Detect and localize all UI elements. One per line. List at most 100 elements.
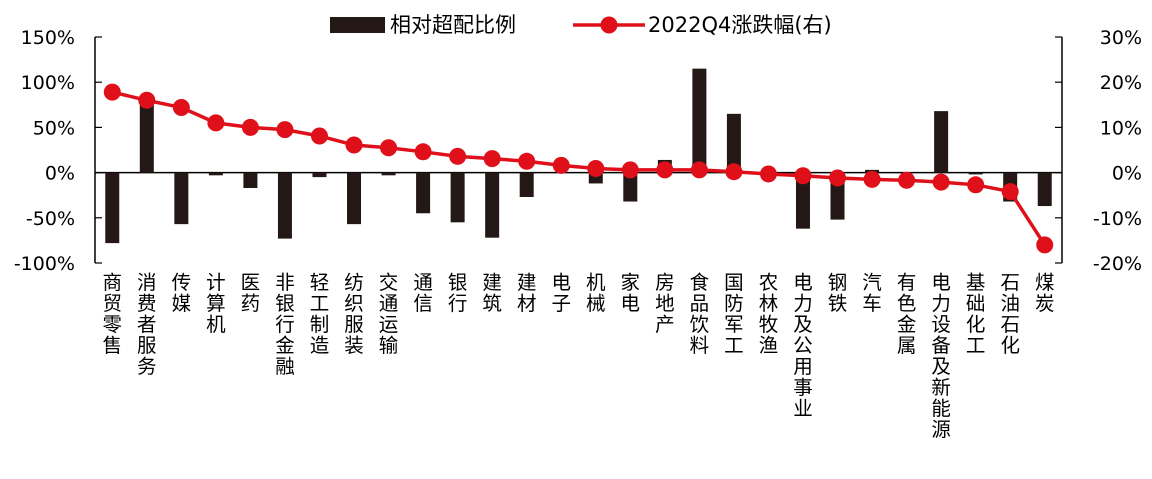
line-point-消费者服务 xyxy=(138,91,156,109)
bar-食品饮料 xyxy=(692,68,707,173)
x-tick-label: 钢铁 xyxy=(828,271,848,315)
x-tick-label: 电子 xyxy=(551,271,571,315)
x-tick-label: 煤炭 xyxy=(1035,271,1055,315)
line-point-钢铁 xyxy=(829,169,847,187)
line-point-电力及公用事业 xyxy=(794,167,812,185)
x-tick-label: 机械 xyxy=(586,271,606,315)
line-point-商贸零售 xyxy=(103,83,121,101)
line-series xyxy=(103,83,1054,254)
line-point-轻工制造 xyxy=(310,127,328,145)
x-tick-label: 石油石化 xyxy=(1000,271,1020,357)
legend: 相对超配比例 2022Q4涨跌幅(右) xyxy=(330,13,832,37)
x-tick-label: 家电 xyxy=(621,271,641,315)
x-tick-label: 汽车 xyxy=(862,271,882,315)
x-tick-label: 有色金属 xyxy=(897,271,917,357)
y-left-tick-label: 50% xyxy=(33,117,75,139)
bar-煤炭 xyxy=(1037,172,1052,207)
line-point-电力设备及新能源 xyxy=(932,173,950,191)
bar-建筑 xyxy=(485,172,500,238)
line-point-传媒 xyxy=(172,99,190,117)
legend-bar-label: 相对超配比例 xyxy=(390,13,516,37)
x-tick-label: 商贸零售 xyxy=(103,271,123,357)
line-point-建材 xyxy=(518,152,536,170)
x-tick-label: 轻工制造 xyxy=(310,271,330,357)
y-right-tick-label: 30% xyxy=(1100,27,1142,49)
x-tick-label: 非银行金融 xyxy=(275,271,295,378)
y-left-tick-label: 0% xyxy=(45,163,75,185)
bar-轻工制造 xyxy=(312,172,327,178)
y-right-tick-label: 0% xyxy=(1112,163,1142,185)
line-point-有色金属 xyxy=(898,171,916,189)
line-path xyxy=(111,90,1047,246)
y-right-tick-label: 20% xyxy=(1100,72,1142,94)
line-point-通信 xyxy=(414,143,432,161)
bar-基础化工 xyxy=(968,172,983,175)
line-point-基础化工 xyxy=(967,176,985,194)
bar-机械 xyxy=(588,172,603,184)
line-point-计算机 xyxy=(207,114,225,132)
line-point-机械 xyxy=(587,160,605,178)
y-right-tick-label: -20% xyxy=(1093,253,1142,275)
x-tick-label: 银行 xyxy=(448,271,468,315)
axes: -100% -50% 0% 50% 100% 150% -20% -10% 0% 10% 20% 30… xyxy=(14,27,1142,275)
line-point-非银行金融 xyxy=(276,121,294,139)
x-tick-label: 电力及公用事业 xyxy=(793,271,813,420)
line-point-食品饮料 xyxy=(690,161,708,179)
line-point-医药 xyxy=(241,118,259,136)
line-point-煤炭 xyxy=(1036,236,1054,254)
line-point-家电 xyxy=(621,161,639,179)
x-tick-label: 国防军工 xyxy=(724,271,744,357)
bar-series xyxy=(105,68,1052,244)
bar-国防军工 xyxy=(726,113,741,173)
y-left-tick-label: -100% xyxy=(14,253,75,275)
x-tick-label: 交通运输 xyxy=(379,271,399,357)
bar-建材 xyxy=(519,172,534,198)
legend-line-marker xyxy=(600,16,618,34)
x-tick-label: 建筑 xyxy=(482,271,502,315)
line-point-交通运输 xyxy=(380,139,398,157)
y-left-tick-label: -50% xyxy=(26,208,75,230)
x-tick-label: 通信 xyxy=(413,271,433,315)
x-tick-label: 医药 xyxy=(241,271,261,315)
bar-消费者服务 xyxy=(139,100,154,173)
x-axis-labels: 商贸零售消费者服务传媒计算机医药非银行金融轻工制造纺织服装交通运输通信银行建筑建… xyxy=(103,271,1055,441)
bar-非银行金融 xyxy=(277,172,292,239)
line-point-农林牧渔 xyxy=(759,165,777,183)
y-right-tick-label: 10% xyxy=(1100,117,1142,139)
line-point-石油石化 xyxy=(1001,183,1019,201)
bar-家电 xyxy=(623,172,638,202)
legend-line-label: 2022Q4涨跌幅(右) xyxy=(648,13,832,37)
x-tick-label: 基础化工 xyxy=(966,271,986,357)
bar-交通运输 xyxy=(381,172,396,176)
bar-电力设备及新能源 xyxy=(934,111,949,173)
y-left-tick-label: 150% xyxy=(21,27,75,49)
line-point-电子 xyxy=(552,156,570,174)
bar-电力及公用事业 xyxy=(795,172,810,229)
bar-医药 xyxy=(243,172,258,188)
x-tick-label: 食品饮料 xyxy=(690,271,710,357)
y-right-tick-label: -10% xyxy=(1093,208,1142,230)
x-tick-label: 传媒 xyxy=(172,271,192,315)
x-tick-label: 电力设备及新能源 xyxy=(931,271,951,441)
x-tick-label: 计算机 xyxy=(206,271,226,336)
x-tick-label: 消费者服务 xyxy=(137,271,157,378)
line-point-建筑 xyxy=(483,150,501,168)
line-point-房地产 xyxy=(656,161,674,179)
x-tick-label: 纺织服装 xyxy=(344,271,364,357)
bar-计算机 xyxy=(208,172,223,176)
x-tick-label: 房地产 xyxy=(655,271,675,336)
line-point-银行 xyxy=(449,147,467,165)
bar-纺织服装 xyxy=(347,172,362,225)
line-point-国防军工 xyxy=(725,163,743,181)
y-left-tick-label: 100% xyxy=(21,72,75,94)
legend-bar-swatch xyxy=(330,17,385,33)
bar-商贸零售 xyxy=(105,172,120,244)
line-point-汽车 xyxy=(863,170,881,188)
x-tick-label: 农林牧渔 xyxy=(759,271,779,357)
bar-通信 xyxy=(416,172,431,214)
bar-传媒 xyxy=(174,172,189,225)
bar-银行 xyxy=(450,172,465,223)
x-tick-label: 建材 xyxy=(517,271,537,315)
